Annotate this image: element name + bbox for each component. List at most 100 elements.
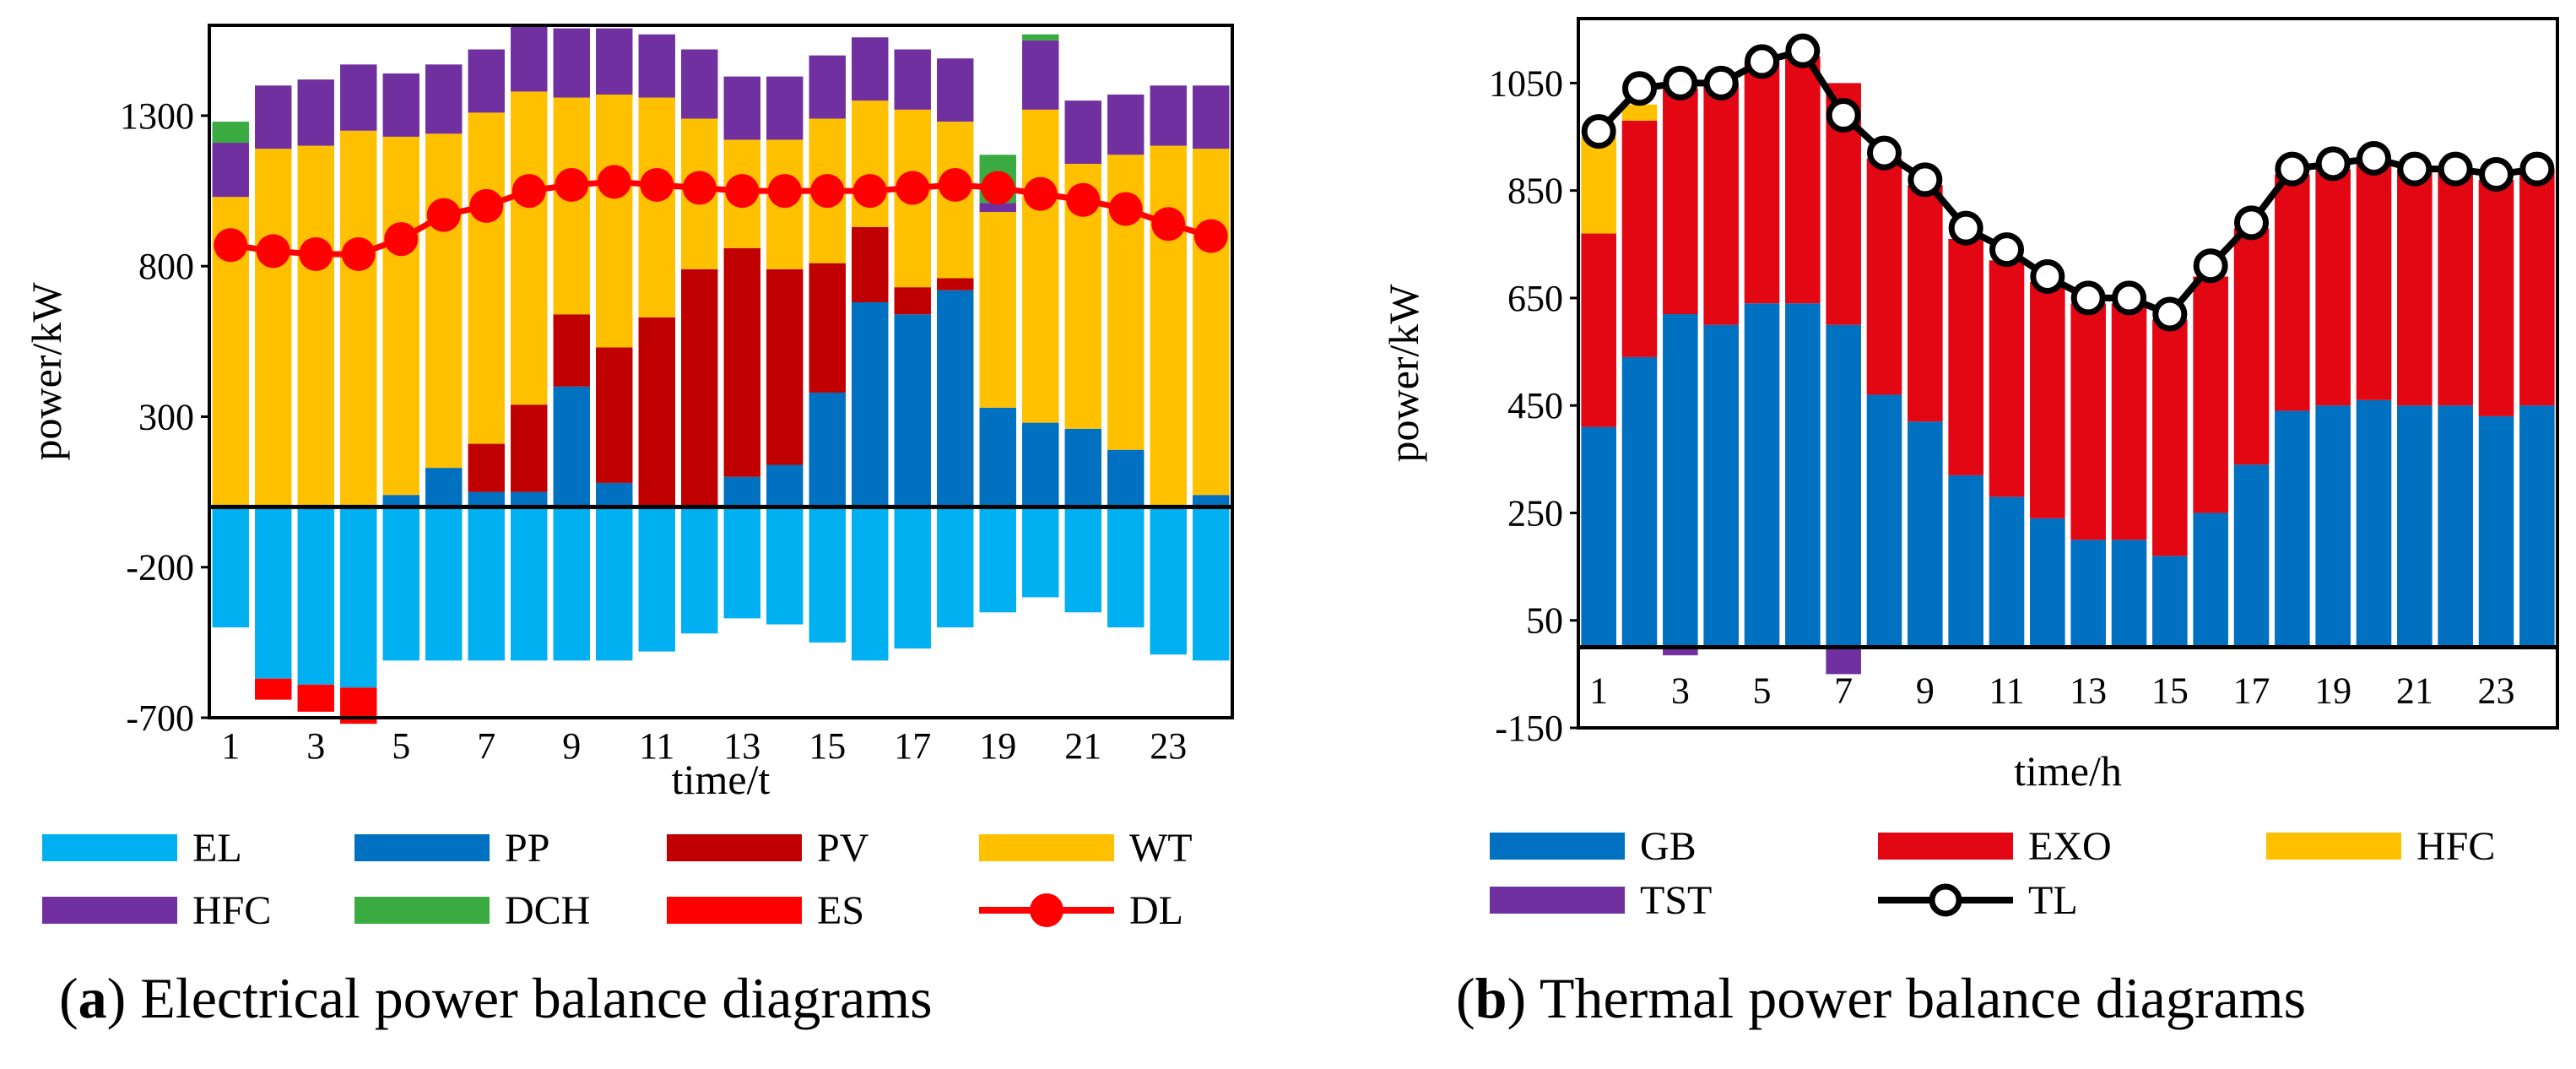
b-ytick-label: 50 — [1526, 600, 1563, 642]
a-bar-pp-21 — [1064, 428, 1101, 507]
a-bar-wt-11 — [638, 97, 675, 317]
a-caption: (a) Electrical power balance diagrams — [59, 966, 933, 1030]
b-bar-gb-14 — [2111, 540, 2147, 648]
a-point-dl-18 — [938, 167, 972, 202]
b-ytick-label: 1050 — [1489, 62, 1563, 104]
a-xtick-label: 5 — [392, 725, 410, 767]
b-bar-hfc-2 — [1621, 104, 1658, 121]
a-bar-pv-9 — [553, 314, 590, 387]
a-bar-el-20 — [1022, 507, 1059, 598]
a-bar-hfc-16 — [852, 37, 889, 101]
a-bar-pv-8 — [511, 404, 548, 492]
b-bar-exo-9 — [1908, 185, 1943, 422]
a-xtick-label: 21 — [1064, 725, 1101, 767]
b-bar-gb-24 — [2519, 405, 2555, 648]
a-point-dl-16 — [852, 174, 887, 209]
a-bar-dch-20 — [1022, 34, 1059, 41]
a-point-dl-22 — [1108, 192, 1143, 226]
b-bar-gb-16 — [2193, 513, 2228, 648]
a-bar-es-2 — [255, 678, 292, 700]
a-point-dl-1 — [214, 228, 248, 263]
a-xtick-label: 15 — [809, 725, 846, 767]
b-x-axis-label: time/h — [2014, 747, 2122, 795]
b-ytick-label: 650 — [1507, 278, 1563, 319]
a-bar-pv-11 — [638, 317, 675, 507]
b-point-tl-11 — [1989, 232, 2024, 268]
a-point-dl-4 — [341, 236, 376, 271]
a-xtick-label: 23 — [1150, 725, 1187, 767]
a-legend-swatch-wt — [979, 834, 1114, 861]
a-point-dl-21 — [1066, 182, 1101, 217]
a-bar-el-12 — [681, 507, 718, 634]
b-bar-gb-2 — [1621, 356, 1658, 648]
b-ytick-label: -150 — [1495, 708, 1563, 749]
b-bar-gb-15 — [2152, 556, 2188, 648]
b-bar-exo-16 — [2193, 276, 2228, 513]
a-bar-el-1 — [212, 507, 249, 628]
a-bar-el-16 — [852, 507, 889, 661]
a-point-dl-10 — [597, 165, 631, 199]
a-caption-paren: ( — [59, 966, 78, 1030]
a-xtick-label: 19 — [979, 725, 1016, 767]
a-legend-swatch-pv — [667, 834, 802, 861]
b-caption-text: ) Thermal power balance diagrams — [1507, 966, 2306, 1030]
a-bar-wt-4 — [340, 130, 377, 507]
a-xtick-label: 1 — [221, 725, 240, 767]
b-legend-swatch-gb — [1490, 833, 1625, 860]
b-xtick-label: 5 — [1753, 670, 1772, 712]
b-xtick-label: 9 — [1916, 670, 1935, 712]
b-point-tl-13 — [2070, 280, 2106, 316]
b-legend-swatch-exo — [1878, 833, 2013, 860]
b-point-tl-3 — [1663, 65, 1698, 100]
a-point-dl-7 — [469, 188, 504, 223]
b-bar-gb-17 — [2233, 464, 2270, 648]
b-ytick-label: 450 — [1507, 385, 1563, 426]
b-bar-exo-14 — [2111, 303, 2147, 540]
b-point-tl-17 — [2234, 205, 2269, 241]
b-bar-gb-13 — [2070, 540, 2106, 648]
a-bar-hfc-22 — [1107, 95, 1145, 155]
b-point-tl-12 — [2030, 258, 2065, 294]
a-bar-hfc-13 — [723, 76, 760, 140]
b-bar-gb-10 — [1948, 475, 1983, 648]
a-ytick-label: 1300 — [120, 95, 194, 137]
a-bar-pp-10 — [596, 482, 633, 507]
b-caption: (b) Thermal power balance diagrams — [1456, 966, 2306, 1030]
b-point-tl-1 — [1581, 114, 1616, 149]
a-bar-pv-7 — [468, 443, 505, 492]
b-point-tl-18 — [2275, 151, 2310, 187]
b-y-axis-label: power/kW — [1380, 284, 1427, 463]
b-legend-swatch-tst — [1490, 887, 1625, 914]
b-ytick-label: 250 — [1507, 492, 1563, 534]
a-bar-hfc-4 — [340, 64, 377, 131]
b-bar-exo-18 — [2275, 174, 2310, 411]
a-bar-el-9 — [553, 507, 590, 661]
b-bar-gb-11 — [1989, 497, 2025, 648]
a-bar-pv-12 — [681, 269, 718, 507]
a-bar-hfc-24 — [1193, 85, 1230, 149]
a-bar-pv-14 — [766, 269, 804, 465]
b-point-tl-20 — [2357, 140, 2391, 176]
a-bar-el-7 — [468, 507, 505, 661]
a-legend-label-pp: PP — [505, 826, 549, 871]
a-bar-wt-20 — [1022, 109, 1059, 423]
a-bar-pv-10 — [596, 347, 633, 483]
a-legend-swatch-hfc — [42, 897, 177, 924]
b-point-tl-22 — [2438, 151, 2473, 187]
a-bar-wt-19 — [979, 212, 1016, 408]
a-bar-pp-18 — [937, 290, 974, 507]
a-legend-swatch-es — [667, 897, 802, 924]
a-bar-pp-15 — [809, 392, 846, 507]
b-xtick-label: 17 — [2233, 670, 2270, 712]
a-bar-hfc-11 — [638, 34, 675, 98]
a-y-axis-label: power/kW — [23, 282, 70, 461]
a-bar-wt-7 — [468, 112, 505, 444]
b-legend-label-tl: TL — [2028, 878, 2078, 923]
a-bar-pp-14 — [766, 464, 804, 507]
a-bar-hfc-3 — [297, 79, 334, 146]
b-bar-gb-8 — [1866, 394, 1902, 648]
b-bar-exo-12 — [2030, 281, 2065, 518]
a-bar-wt-10 — [596, 95, 633, 348]
b-bar-gb-7 — [1826, 324, 1861, 648]
